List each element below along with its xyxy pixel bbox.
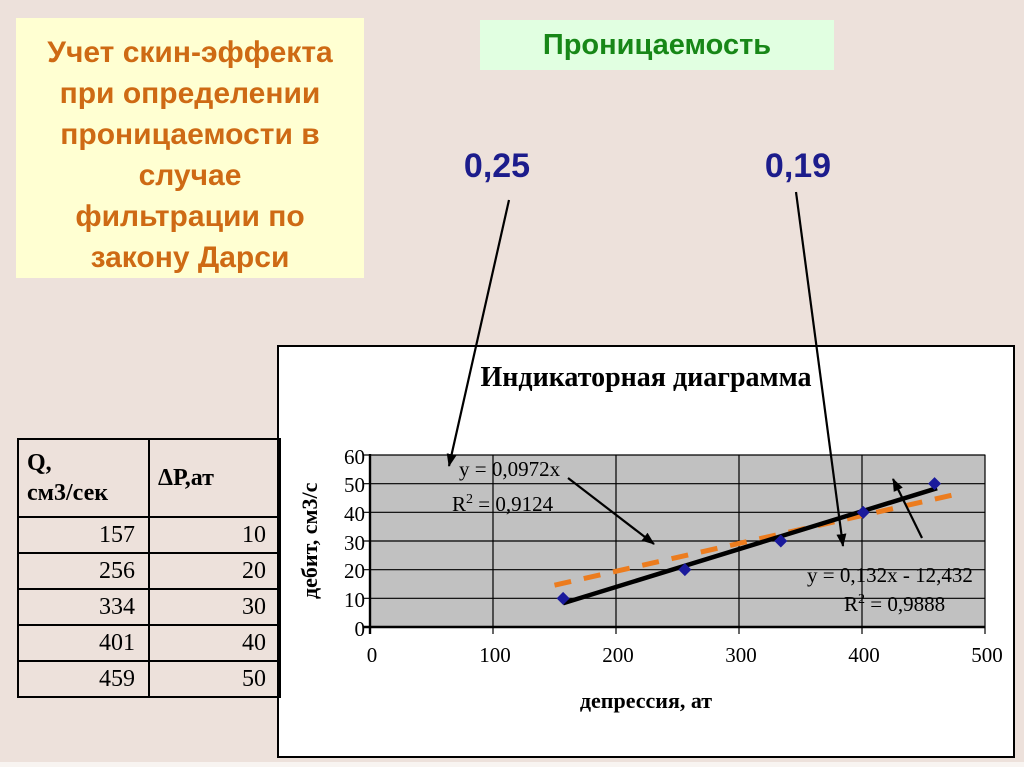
x-tick-0: 0 [366, 643, 378, 667]
chart-container: Индикаторная диаграмма 60 50 40 30 20 10… [277, 345, 1015, 758]
y-tick-30: 30 [344, 531, 365, 555]
cell-q: 401 [17, 624, 150, 662]
table-header-row: Q, см3/сек ΔР,ат [17, 438, 281, 518]
cell-dp: 10 [148, 516, 281, 554]
table-header-dp: ΔР,ат [148, 438, 281, 518]
y-tick-20: 20 [344, 559, 365, 583]
x-tick-200: 200 [602, 643, 634, 667]
x-axis-title: депрессия, ат [579, 688, 713, 713]
r-squared-solid-trendline: R2 = 0,9888 [844, 592, 946, 616]
y-tick-40: 40 [344, 502, 365, 526]
cell-dp: 50 [148, 660, 281, 698]
permeability-value-025: 0,25 [463, 147, 531, 185]
flow-rate-table: Q, см3/сек ΔР,ат 157 10 256 20 334 30 40… [17, 438, 281, 698]
y-tick-60: 60 [344, 445, 365, 469]
y-tick-10: 10 [344, 588, 365, 612]
slide-title-line: закону Дарси [90, 241, 290, 274]
table-header-q: Q, см3/сек [17, 438, 150, 518]
cell-q: 256 [17, 552, 150, 590]
x-tick-400: 400 [848, 643, 880, 667]
y-axis-title: дебит, см3/с [297, 482, 322, 600]
cell-dp: 30 [148, 588, 281, 626]
slide-title-line: Учет скин-эффекта [47, 36, 333, 69]
slide-title-line: проницаемости в [60, 118, 320, 151]
slide-bottom-edge [0, 762, 1024, 767]
table-row: 157 10 [17, 516, 281, 554]
y-tick-50: 50 [344, 473, 365, 497]
slide-title-line: при определении [59, 77, 321, 110]
x-tick-500: 500 [971, 643, 1003, 667]
y-tick-0: 0 [354, 617, 366, 641]
r-squared-dashed-trendline: R2 = 0,9124 [452, 492, 554, 516]
permeability-header-label: Проницаемость [542, 28, 772, 61]
x-tick-300: 300 [725, 643, 757, 667]
cell-q: 459 [17, 660, 150, 698]
slide-title-line: фильтрации по [75, 200, 305, 233]
equation-solid-trendline: y = 0,132x - 12,432 [807, 563, 973, 587]
permeability-value-019: 0,19 [764, 147, 832, 185]
cell-dp: 20 [148, 552, 281, 590]
table-row: 459 50 [17, 660, 281, 698]
cell-dp: 40 [148, 624, 281, 662]
table-row: 256 20 [17, 552, 281, 590]
permeability-header-box: Проницаемость [480, 20, 834, 70]
table-row: 401 40 [17, 624, 281, 662]
cell-q: 334 [17, 588, 150, 626]
cell-q: 157 [17, 516, 150, 554]
slide-title-box: Учет скин-эффекта при определении прониц… [16, 18, 364, 278]
slide-title-line: случае [138, 159, 242, 192]
table-row: 334 30 [17, 588, 281, 626]
chart-title: Индикаторная диаграмма [480, 362, 812, 393]
equation-dashed-trendline: y = 0,0972x [459, 457, 561, 481]
x-tick-100: 100 [479, 643, 511, 667]
